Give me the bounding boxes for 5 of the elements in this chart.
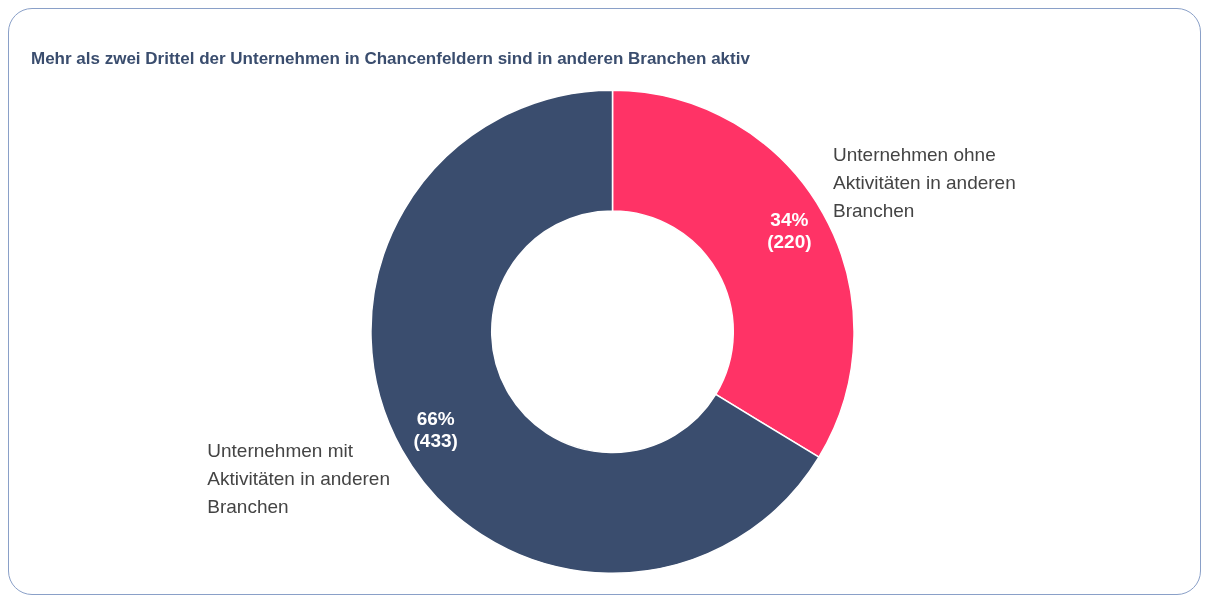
data-label: 34% (220) [767,209,812,253]
slice-label: Unternehmen ohne Aktivitäten in anderen Branchen [833,143,1016,221]
slice-label: Unternehmen mit Aktivitäten in anderen Branchen [207,440,390,518]
chart-title: Mehr als zwei Drittel der Unternehmen in Chancenfeldern sind in anderen Branchen aktiv [31,48,751,68]
data-label: 66% (433) [413,408,458,452]
